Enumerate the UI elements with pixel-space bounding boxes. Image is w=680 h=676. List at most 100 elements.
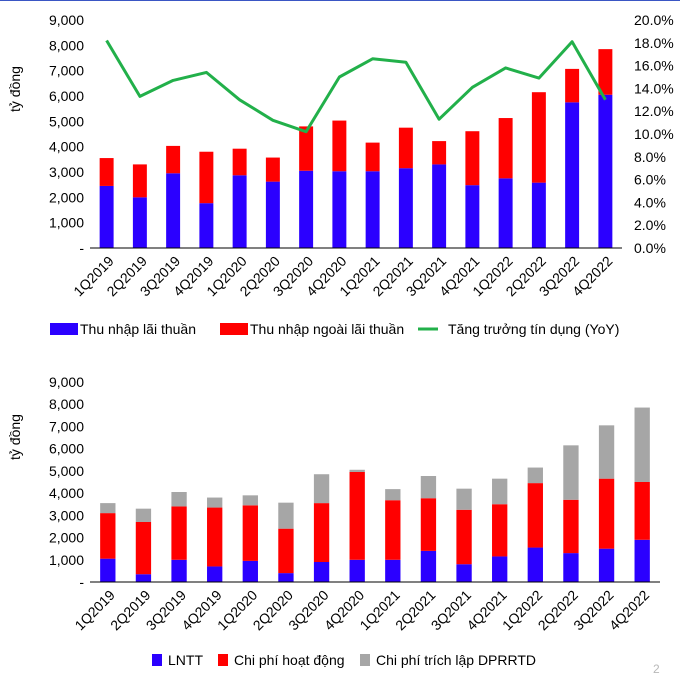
bar-c-3Q2022 [598, 425, 615, 479]
y-tick-label: 6,000 [49, 88, 84, 104]
bar-a-3Q2020 [299, 170, 314, 248]
bar-b-2Q2020 [265, 157, 280, 182]
bar-a-3Q2022 [565, 102, 580, 248]
y-tick-label: - [79, 574, 84, 590]
x-tick-label: 4Q2022 [606, 587, 653, 634]
bar-c-2Q2021 [420, 476, 437, 499]
bar-a-3Q2021 [432, 164, 447, 248]
bar-a-2Q2021 [420, 550, 437, 582]
bar-a-1Q2019 [100, 558, 116, 582]
bar-c-1Q2022 [527, 467, 543, 484]
y2-tick-label: 10.0% [634, 126, 674, 142]
bar-c-2Q2020 [278, 502, 294, 529]
bar-a-4Q2021 [492, 556, 508, 582]
bar-b-3Q2022 [598, 478, 615, 549]
y2-tick-label: 2.0% [634, 217, 666, 233]
y-tick-label: 1,000 [49, 552, 84, 568]
bar-b-4Q2022 [598, 49, 613, 95]
bar-a-3Q2022 [598, 548, 615, 582]
y-tick-label: 4,000 [49, 485, 84, 501]
y-axis-title: tỷ đồng [7, 414, 23, 460]
bar-a-1Q2021 [365, 171, 380, 248]
bar-a-4Q2020 [332, 171, 347, 248]
bar-a-1Q2022 [498, 178, 513, 248]
legend-label: Thu nhập lãi thuần [80, 321, 196, 337]
bar-b-2Q2022 [563, 499, 579, 554]
bar-b-1Q2019 [99, 158, 114, 186]
bar-c-2Q2022 [563, 445, 579, 500]
y2-tick-label: 8.0% [634, 149, 666, 165]
legend-swatch-icon [220, 323, 248, 335]
bar-a-3Q2021 [456, 564, 472, 582]
bar-b-1Q2022 [498, 118, 513, 179]
y-tick-label: 5,000 [49, 113, 84, 129]
credit-growth-line [105, 39, 607, 134]
bar-b-4Q2019 [207, 507, 223, 567]
bar-c-3Q2021 [456, 488, 472, 510]
bar-b-4Q2022 [634, 482, 650, 540]
y-tick-label: - [79, 240, 84, 256]
bar-a-2Q2022 [563, 553, 579, 582]
bar-c-4Q2019 [207, 497, 223, 508]
y2-tick-label: 18.0% [634, 35, 674, 51]
bar-b-3Q2022 [565, 68, 580, 103]
bar-c-4Q2020 [349, 469, 365, 472]
legend-label: Chi phí trích lập DPRRTD [376, 652, 536, 668]
y2-tick-label: 4.0% [634, 194, 666, 210]
bar-a-2Q2021 [398, 168, 413, 248]
bar-b-4Q2020 [332, 120, 347, 172]
bar-a-1Q2020 [232, 175, 247, 248]
y-tick-label: 3,000 [49, 164, 84, 180]
bar-b-4Q2019 [199, 151, 214, 204]
page-number: 2 [653, 662, 660, 676]
bar-b-4Q2021 [492, 504, 508, 557]
y-tick-label: 5,000 [49, 463, 84, 479]
bar-b-1Q2020 [242, 505, 258, 561]
y-axis-title: tỷ đồng [7, 66, 23, 112]
bar-c-4Q2021 [492, 478, 508, 505]
y-tick-label: 3,000 [49, 507, 84, 523]
y2-tick-label: 0.0% [634, 240, 666, 256]
y-tick-label: 1,000 [49, 215, 84, 231]
y-tick-label: 4,000 [49, 139, 84, 155]
legend-swatch-icon [50, 323, 78, 335]
bar-c-3Q2019 [171, 492, 187, 507]
bar-a-4Q2020 [349, 559, 365, 582]
y2-tick-label: 12.0% [634, 103, 674, 119]
legend-swatch-icon [360, 654, 370, 666]
top-border-line [0, 0, 680, 1]
bar-a-3Q2020 [313, 562, 330, 582]
bar-c-1Q2021 [385, 489, 401, 501]
y2-tick-label: 20.0% [634, 12, 674, 28]
bar-a-2Q2019 [132, 197, 147, 248]
chart-income-credit-growth: - 1,000 2,000 3,000 4,000 5,000 6,000 7,000 8,00… [7, 12, 674, 337]
bar-b-2Q2021 [398, 127, 413, 169]
y2-tick-label: 14.0% [634, 80, 674, 96]
bar-c-1Q2020 [242, 495, 258, 506]
bar-a-4Q2022 [598, 94, 613, 248]
bar-c-4Q2022 [634, 407, 650, 482]
bar-c-2Q2019 [135, 508, 152, 522]
bar-a-1Q2021 [385, 559, 401, 582]
legend-label: Tăng trưởng tín dụng (YoY) [448, 321, 619, 337]
legend-label: Thu nhập ngoài lãi thuần [250, 321, 404, 337]
bar-a-4Q2021 [465, 185, 480, 248]
bar-b-3Q2021 [456, 509, 472, 565]
bar-a-4Q2019 [207, 566, 223, 582]
bar-b-3Q2020 [313, 503, 330, 562]
bar-a-2Q2019 [135, 574, 152, 582]
legend-swatch-icon [152, 654, 162, 666]
bar-b-1Q2021 [385, 500, 401, 560]
y-tick-label: 2,000 [49, 530, 84, 546]
bar-b-2Q2019 [135, 522, 152, 575]
bar-a-1Q2020 [242, 560, 258, 582]
y-tick-label: 6,000 [49, 441, 84, 457]
bar-b-4Q2021 [465, 131, 480, 186]
chart-profit-costs: - 1,000 2,000 3,000 4,000 5,000 6,000 7,000 8,00… [7, 374, 660, 668]
bar-a-1Q2019 [99, 185, 114, 248]
bar-b-2Q2022 [531, 92, 546, 183]
bar-b-1Q2020 [232, 148, 247, 176]
y2-tick-label: 16.0% [634, 58, 674, 74]
bar-a-2Q2022 [531, 182, 546, 248]
bar-b-3Q2021 [432, 141, 447, 165]
